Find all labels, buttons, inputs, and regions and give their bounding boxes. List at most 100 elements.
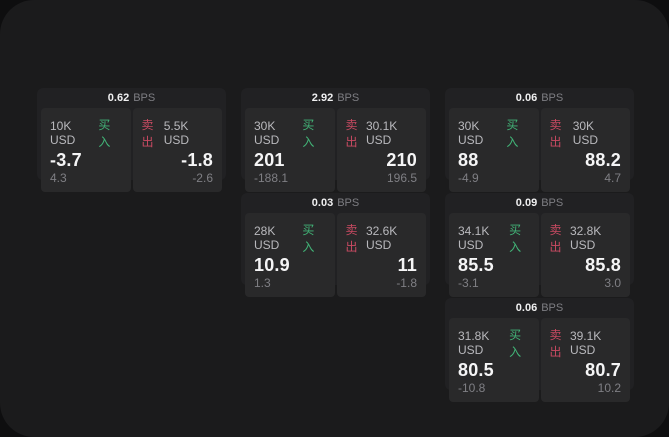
sell-label-row: 卖出 30.1K USD [346,116,418,150]
buy-delta: -10.8 [458,381,486,395]
quote-card-body: 30K USD 买入 88 -4.9 卖出 30K USD 88.2 4.7 [445,108,634,196]
sell-delta: -2.6 [192,171,213,185]
buy-quote-tile[interactable]: 10K USD 买入 -3.7 4.3 [41,108,131,192]
buy-side-label: 买入 [302,118,315,149]
buy-label-row: 28K USD 买入 [254,221,326,255]
buy-label-row: 30K USD 买入 [254,116,326,150]
buy-side-label: 买入 [302,223,315,254]
buy-delta: -4.9 [458,171,479,185]
bps-value: 0.06 [515,302,538,314]
sell-label-row: 卖出 32.8K USD [550,221,622,255]
sell-quote-tile[interactable]: 卖出 30.1K USD 210 196.5 [336,108,426,192]
sell-amount: 39.1K USD [569,329,602,357]
sell-amount: 32.6K USD [365,224,398,252]
quote-card: 0.06 BPS 31.8K USD 买入 80.5 -10.8 卖出 39.1… [445,298,634,402]
sell-side-label: 卖出 [141,118,154,149]
buy-delta: 1.3 [254,276,271,290]
bps-value: 0.06 [515,92,538,104]
buy-quote-tile[interactable]: 30K USD 买入 201 -188.1 [245,108,335,192]
sell-amount: 5.5K USD [163,119,190,147]
sell-amount: 32.8K USD [569,224,602,252]
sell-delta: 196.5 [386,171,417,185]
sell-delta: 3.0 [604,276,621,290]
bps-unit-label: BPS [541,197,564,209]
sell-amount: 30K USD [572,119,599,147]
sell-side-label: 卖出 [345,223,358,254]
sell-quote-tile[interactable]: 卖出 30K USD 88.2 4.7 [540,108,630,192]
quote-card-grid: 0.62 BPS 10K USD 买入 -3.7 4.3 卖出 5.5K USD… [37,88,634,402]
bps-header: 2.92 BPS [241,88,430,108]
sell-side-label: 卖出 [549,328,562,359]
buy-delta: 4.3 [50,171,67,185]
sell-delta: -1.8 [396,276,417,290]
quote-card: 0.03 BPS 28K USD 买入 10.9 1.3 卖出 32.6K US… [241,193,430,297]
buy-price: 10.9 [254,255,290,275]
buy-label-row: 30K USD 买入 [458,116,530,150]
buy-amount: 30K USD [254,119,280,147]
buy-label-row: 10K USD 买入 [50,116,122,150]
sell-quote-tile[interactable]: 卖出 32.8K USD 85.8 3.0 [540,213,630,297]
quote-card-body: 10K USD 买入 -3.7 4.3 卖出 5.5K USD -1.8 -2.… [37,108,226,196]
sell-label-row: 卖出 5.5K USD [142,116,214,150]
buy-amount: 28K USD [254,224,280,252]
buy-quote-tile[interactable]: 28K USD 买入 10.9 1.3 [245,213,335,297]
sell-side-label: 卖出 [345,118,358,149]
bps-unit-label: BPS [541,302,564,314]
buy-price: 88 [458,150,479,170]
buy-amount: 10K USD [50,119,76,147]
buy-side-label: 买入 [509,328,522,359]
buy-price: -3.7 [50,150,82,170]
buy-delta: -3.1 [458,276,479,290]
bps-header: 0.09 BPS [445,193,634,213]
sell-quote-tile[interactable]: 卖出 39.1K USD 80.7 10.2 [540,318,630,402]
sell-side-label: 卖出 [549,223,562,254]
buy-amount: 34.1K USD [458,224,490,252]
sell-amount: 30.1K USD [365,119,398,147]
buy-side-label: 买入 [509,223,522,254]
quote-card-body: 28K USD 买入 10.9 1.3 卖出 32.6K USD 11 -1.8 [241,213,430,301]
buy-amount: 30K USD [458,119,484,147]
sell-price: 80.7 [585,360,621,380]
quote-card-body: 34.1K USD 买入 85.5 -3.1 卖出 32.8K USD 85.8… [445,213,634,301]
bps-header: 0.06 BPS [445,88,634,108]
bps-value: 2.92 [311,92,334,104]
quote-card: 0.09 BPS 34.1K USD 买入 85.5 -3.1 卖出 32.8K… [445,193,634,297]
buy-label-row: 31.8K USD 买入 [458,326,530,360]
buy-price: 201 [254,150,285,170]
buy-label-row: 34.1K USD 买入 [458,221,530,255]
sell-price: 85.8 [585,255,621,275]
sell-price: 88.2 [585,150,621,170]
bps-header: 0.06 BPS [445,298,634,318]
bps-unit-label: BPS [337,92,360,104]
quote-card: 2.92 BPS 30K USD 买入 201 -188.1 卖出 30.1K … [241,88,430,192]
buy-quote-tile[interactable]: 34.1K USD 买入 85.5 -3.1 [449,213,539,297]
bps-unit-label: BPS [541,92,564,104]
bps-unit-label: BPS [133,92,156,104]
sell-delta: 4.7 [604,171,621,185]
bps-value: 0.09 [515,197,538,209]
quote-card-body: 30K USD 买入 201 -188.1 卖出 30.1K USD 210 1… [241,108,430,196]
sell-price: -1.8 [181,150,213,170]
sell-side-label: 卖出 [549,118,562,149]
sell-label-row: 卖出 32.6K USD [346,221,418,255]
quote-card: 0.06 BPS 30K USD 买入 88 -4.9 卖出 30K USD 8… [445,88,634,192]
sell-label-row: 卖出 39.1K USD [550,326,622,360]
bps-unit-label: BPS [337,197,360,209]
buy-price: 80.5 [458,360,494,380]
buy-price: 85.5 [458,255,494,275]
sell-price: 210 [386,150,417,170]
buy-side-label: 买入 [506,118,519,149]
sell-delta: 10.2 [597,381,621,395]
buy-quote-tile[interactable]: 31.8K USD 买入 80.5 -10.8 [449,318,539,402]
bps-header: 0.62 BPS [37,88,226,108]
bps-value: 0.62 [107,92,130,104]
buy-quote-tile[interactable]: 30K USD 买入 88 -4.9 [449,108,539,192]
sell-price: 11 [397,255,417,275]
bps-header: 0.03 BPS [241,193,430,213]
buy-delta: -188.1 [254,171,289,185]
sell-quote-tile[interactable]: 卖出 32.6K USD 11 -1.8 [336,213,426,297]
sell-label-row: 卖出 30K USD [550,116,622,150]
quote-card-body: 31.8K USD 买入 80.5 -10.8 卖出 39.1K USD 80.… [445,318,634,406]
buy-side-label: 买入 [98,118,111,149]
sell-quote-tile[interactable]: 卖出 5.5K USD -1.8 -2.6 [132,108,222,192]
